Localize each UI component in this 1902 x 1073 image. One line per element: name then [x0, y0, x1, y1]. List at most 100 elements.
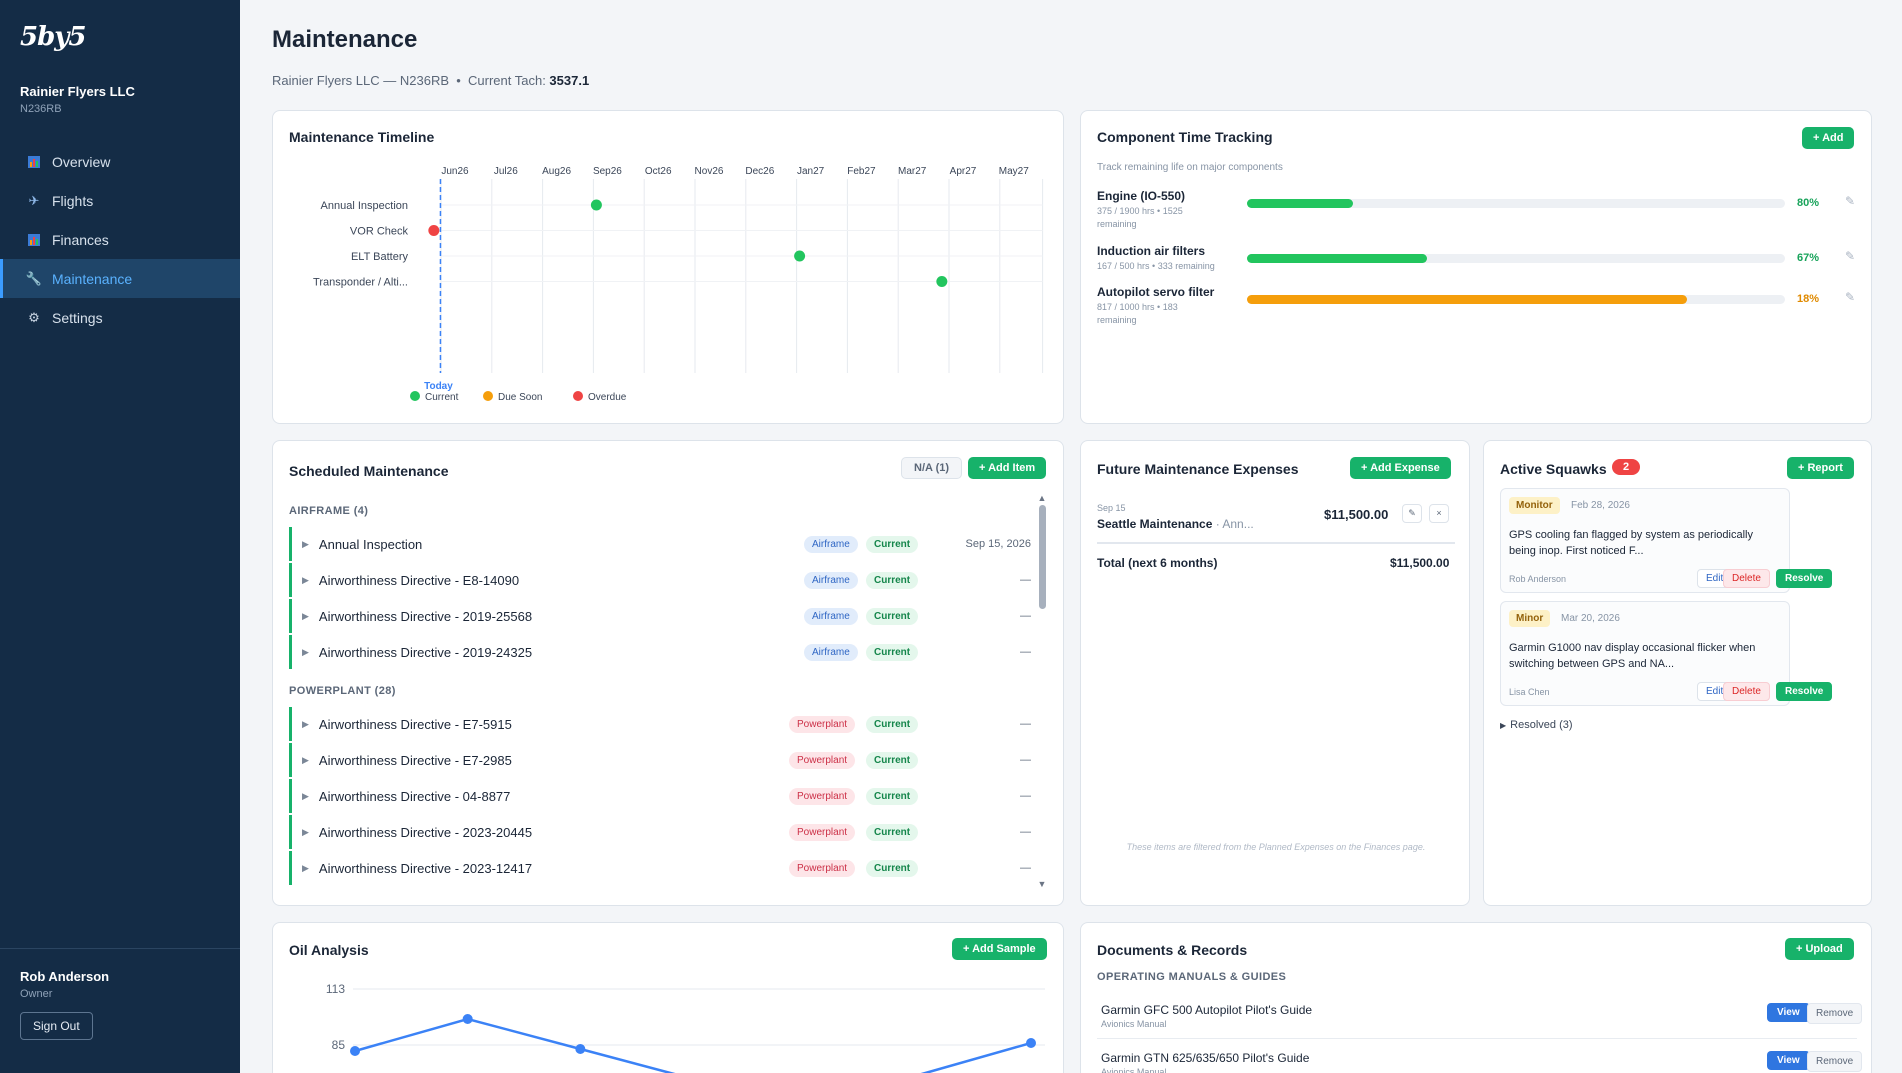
table-row[interactable]: ▶ Airworthiness Directive - 2023-20445 Pow… [289, 815, 1039, 849]
bar-chart-icon [26, 232, 42, 248]
sidebar-footer: Rob Anderson Owner Sign Out [0, 948, 240, 1060]
expense-name: Seattle Maintenance · Ann... [1097, 517, 1254, 531]
scheduled-list[interactable]: AIRFRAME (4) ▶ Annual Inspection Airframe Cu… [289, 501, 1039, 896]
resolve-squawk-button[interactable]: Resolve [1776, 569, 1833, 588]
timeline-point[interactable] [428, 225, 440, 236]
chevron-right-icon[interactable]: ▶ [302, 610, 309, 621]
chevron-right-icon[interactable]: ▶ [302, 538, 309, 549]
sidebar-item-finances[interactable]: Finances [0, 220, 240, 259]
table-row[interactable]: ▶ Airworthiness Directive - E7-2985 Powerp… [289, 743, 1039, 777]
due-date: — [1020, 754, 1031, 766]
table-row[interactable]: ▶ Annual Inspection Airframe Current Sep 15,… [289, 527, 1039, 561]
table-row[interactable]: ▶ Airworthiness Directive - 2019-25568 Air… [289, 599, 1039, 633]
chevron-right-icon[interactable]: ▶ [302, 790, 309, 801]
data-point[interactable] [350, 1046, 360, 1056]
view-document-button[interactable]: View [1767, 1003, 1810, 1022]
table-row[interactable]: ▶ Airworthiness Directive - 2019-24325 Air… [289, 635, 1039, 669]
expenses-divider [1097, 542, 1455, 544]
add-item-button[interactable]: + Add Item [968, 457, 1047, 479]
chevron-right-icon[interactable]: ▶ [302, 862, 309, 873]
table-row[interactable]: ▶ Airworthiness Directive - E7-5915 Powerp… [289, 707, 1039, 741]
due-date: — [1020, 790, 1031, 802]
docs-title: Documents & Records [1097, 942, 1248, 958]
upload-button[interactable]: + Upload [1785, 938, 1854, 960]
chevron-right-icon[interactable]: ▶ [302, 826, 309, 837]
remove-document-button[interactable]: Remove [1807, 1003, 1863, 1024]
item-name: Airworthiness Directive - 2019-24325 [318, 644, 533, 660]
scroll-thumb[interactable] [1038, 505, 1046, 609]
sidebar-nav: Overview ✈ Flights Finances 🔧 Maintenanc… [0, 142, 240, 337]
timeline-point[interactable] [794, 250, 806, 262]
sidebar-item-flights[interactable]: ✈ Flights [0, 181, 240, 220]
sidebar-item-overview[interactable]: Overview [0, 142, 240, 181]
scroll-down-arrow[interactable]: ▼ [1037, 879, 1047, 889]
sidebar-item-maintenance[interactable]: 🔧 Maintenance [0, 259, 240, 298]
view-document-button[interactable]: View [1767, 1051, 1810, 1070]
table-row[interactable]: ▶ Airworthiness Directive - 04-8877 Powerp… [289, 779, 1039, 813]
document-row: Garmin GTN 625/635/650 Pilot's Guide Avio… [1097, 1047, 1863, 1073]
timeline-row-label: Annual Inspection [321, 200, 408, 212]
document-name[interactable]: Garmin GTN 625/635/650 Pilot's Guide [1101, 1051, 1310, 1065]
component-name: Autopilot servo filter [1097, 285, 1215, 299]
month-tick-label: Aug26 [542, 166, 571, 177]
component-meta: 375 / 1900 hrs • 1525 remaining [1097, 206, 1183, 229]
component-percent: 67% [1797, 252, 1820, 264]
delete-expense-icon[interactable]: × [1429, 504, 1449, 523]
squawk-reporter: Lisa Chen [1509, 687, 1550, 697]
timeline-row-label: VOR Check [350, 226, 409, 238]
table-row[interactable]: ▶ Airworthiness Directive - E8-14090 Airfr… [289, 563, 1039, 597]
chevron-right-icon[interactable]: ▶ [302, 574, 309, 585]
document-category: Avionics Manual [1101, 1067, 1167, 1073]
type-badge: Airframe [804, 535, 858, 553]
pencil-icon[interactable]: ✎ [1845, 290, 1856, 304]
table-row[interactable]: ▶ Airworthiness Directive - 2023-12417 Pow… [289, 851, 1039, 885]
pencil-icon[interactable]: ✎ [1845, 249, 1856, 263]
timeline-point[interactable] [590, 199, 602, 211]
pencil-icon[interactable]: ✎ [1845, 194, 1856, 208]
sign-out-button[interactable]: Sign Out [20, 1012, 93, 1040]
scroll-up-arrow[interactable]: ▲ [1037, 493, 1047, 503]
expense-date: Sep 15 [1097, 503, 1126, 513]
squawk-text: Garmin G1000 nav display occasional flic… [1509, 642, 1756, 670]
type-badge: Powerplant [789, 715, 856, 733]
resolve-squawk-button[interactable]: Resolve [1776, 682, 1833, 701]
na-filter-button[interactable]: N/A (1) [901, 457, 963, 479]
data-point[interactable] [575, 1044, 586, 1054]
add-sample-button[interactable]: + Add Sample [952, 938, 1047, 960]
type-badge: Airframe [804, 643, 858, 661]
edit-expense-icon[interactable]: ✎ [1402, 504, 1422, 523]
bar-chart-icon [26, 154, 42, 170]
chevron-right-icon[interactable]: ▶ [302, 754, 309, 765]
month-tick-label: Dec26 [745, 166, 774, 177]
document-row: Garmin GFC 500 Autopilot Pilot's Guide Av… [1097, 999, 1863, 1039]
chevron-right-icon[interactable]: ▶ [302, 646, 309, 657]
add-component-button[interactable]: + Add [1802, 127, 1855, 149]
component-progress-fill [1247, 199, 1353, 208]
scrollbar[interactable]: ▲ ▼ [1037, 493, 1047, 893]
due-date: — [1020, 862, 1031, 874]
delete-squawk-button[interactable]: Delete [1723, 682, 1770, 701]
component-meta: 167 / 500 hrs • 333 remaining [1097, 261, 1215, 271]
timeline-point[interactable] [936, 276, 948, 287]
component-time-card: Component Time Tracking + Add Track rema… [1080, 110, 1872, 424]
chevron-right-icon[interactable]: ▶ [302, 718, 309, 729]
add-expense-button[interactable]: + Add Expense [1350, 457, 1451, 479]
month-tick-label: Jul26 [494, 166, 518, 177]
app-logo[interactable]: 5by5 [20, 22, 86, 52]
status-badge: Current [866, 535, 919, 553]
squawk-date: Feb 28, 2026 [1571, 500, 1630, 511]
component-progress-track [1247, 295, 1785, 304]
component-percent: 80% [1797, 197, 1820, 209]
data-point[interactable] [462, 1014, 473, 1024]
month-tick-label: Jan27 [797, 166, 825, 177]
report-squawk-button[interactable]: + Report [1787, 457, 1854, 479]
component-name: Engine (IO-550) [1097, 189, 1186, 203]
remove-document-button[interactable]: Remove [1807, 1051, 1863, 1072]
resolved-toggle[interactable]: ▶ Resolved (3) [1500, 719, 1573, 731]
document-name[interactable]: Garmin GFC 500 Autopilot Pilot's Guide [1101, 1003, 1313, 1017]
type-badge: Powerplant [789, 859, 856, 877]
data-point[interactable] [1026, 1038, 1036, 1048]
delete-squawk-button[interactable]: Delete [1723, 569, 1770, 588]
item-name: Airworthiness Directive - E8-14090 [318, 572, 520, 588]
sidebar-item-settings[interactable]: ⚙ Settings [0, 298, 240, 337]
